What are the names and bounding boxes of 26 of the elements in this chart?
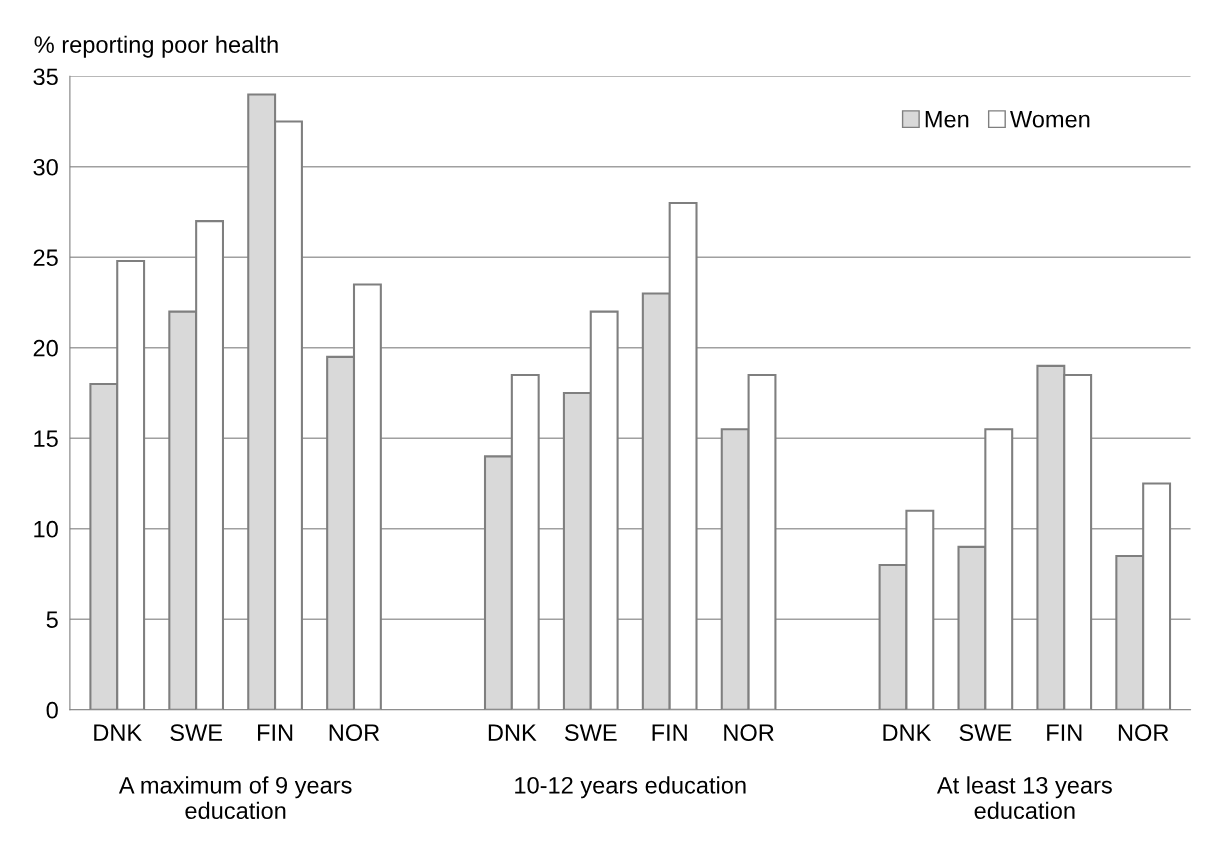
y-axis-title: % reporting poor health bbox=[34, 35, 278, 58]
x-tick-label: FIN bbox=[1047, 724, 1082, 741]
x-tick-label: NOR bbox=[329, 724, 380, 742]
legend-label: Men bbox=[925, 111, 969, 128]
y-tick-label: 30 bbox=[33, 158, 58, 176]
x-tick-label: FIN bbox=[652, 724, 687, 741]
x-tick-label: FIN bbox=[258, 724, 293, 741]
y-tick-label: 0 bbox=[46, 701, 58, 719]
x-tick-label: DNK bbox=[488, 724, 537, 741]
x-tick-label: NOR bbox=[724, 724, 774, 742]
legend-label: Women bbox=[1010, 111, 1090, 128]
y-tick-label: 25 bbox=[33, 249, 58, 267]
text: At least 13 years education bbox=[936, 776, 1112, 820]
y-tick-label: 35 bbox=[33, 68, 58, 86]
y-tick-label: 10 bbox=[34, 520, 58, 538]
x-tick-label: DNK bbox=[883, 724, 932, 741]
x-tick-label: NOR bbox=[1118, 724, 1169, 742]
y-tick-label: 15 bbox=[34, 430, 58, 448]
text: A maximum of 9 years education bbox=[118, 776, 352, 820]
y-tick-label: 5 bbox=[46, 611, 58, 629]
y-tick-label: 20 bbox=[33, 339, 58, 357]
x-tick-label: SWE bbox=[170, 724, 223, 742]
x-tick-label: SWE bbox=[564, 724, 617, 742]
x-tick-label: DNK bbox=[94, 724, 142, 741]
text: 10-12 years education bbox=[515, 776, 746, 799]
x-tick-label: SWE bbox=[959, 724, 1012, 742]
